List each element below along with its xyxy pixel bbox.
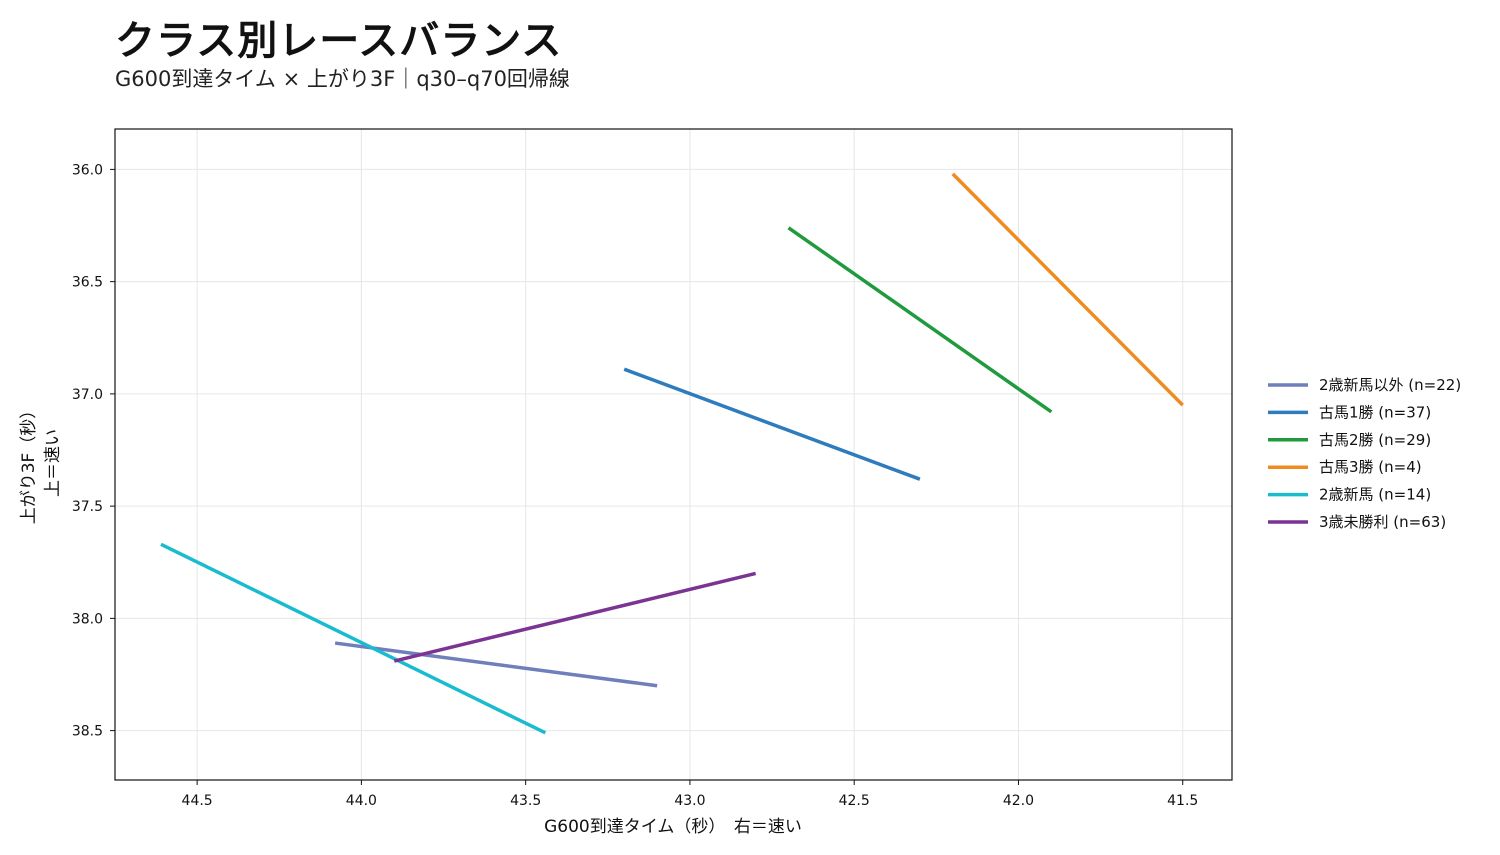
x-axis-label: G600到達タイム（秒） 右＝速い [544,817,802,837]
series-line-2 [787,226,1053,414]
x-tick-label: 43.5 [510,793,541,809]
series-line-4 [160,542,547,735]
y-tick-label: 38.5 [72,724,103,740]
series-line-1 [623,367,921,481]
y-axis-label-line1: 上がり3F（秒） [19,402,39,525]
x-tick-label: 41.5 [1167,793,1198,809]
x-tick-label: 43.0 [674,793,705,809]
x-tick-label: 44.5 [182,793,213,809]
x-tick-label: 42.5 [839,793,870,809]
legend-label-1: 古馬1勝 (n=37) [1319,403,1431,421]
y-tick-label: 36.5 [72,275,103,291]
legend-label-3: 古馬3勝 (n=4) [1319,458,1422,476]
chart-title: クラス別レースバランス [115,18,563,64]
legend-label-5: 3歳未勝利 (n=63) [1319,513,1446,531]
legend: 2歳新馬以外 (n=22) 古馬1勝 (n=37) 古馬2勝 (n=29) 古馬3勝 … [1268,376,1461,531]
plot-frame [114,128,1233,781]
x-tick-label: 44.0 [346,793,377,809]
y-axis-label-line2: 上＝速い [43,429,63,497]
series-line-0 [334,641,658,688]
y-tick-label: 37.0 [72,387,103,403]
y-tick-label: 38.0 [72,611,103,627]
series-line-3 [951,172,1184,407]
chart-subtitle: G600到達タイム × 上がり3F｜q30–q70回帰線 [115,67,570,91]
x-tick-label: 42.0 [1003,793,1034,809]
y-tick-label: 37.5 [72,499,103,515]
y-tick-label: 36.0 [72,162,103,178]
legend-label-2: 古馬2勝 (n=29) [1319,431,1431,449]
series-line-5 [393,571,757,663]
legend-label-0: 2歳新馬以外 (n=22) [1319,376,1461,394]
legend-label-4: 2歳新馬 (n=14) [1319,486,1431,504]
